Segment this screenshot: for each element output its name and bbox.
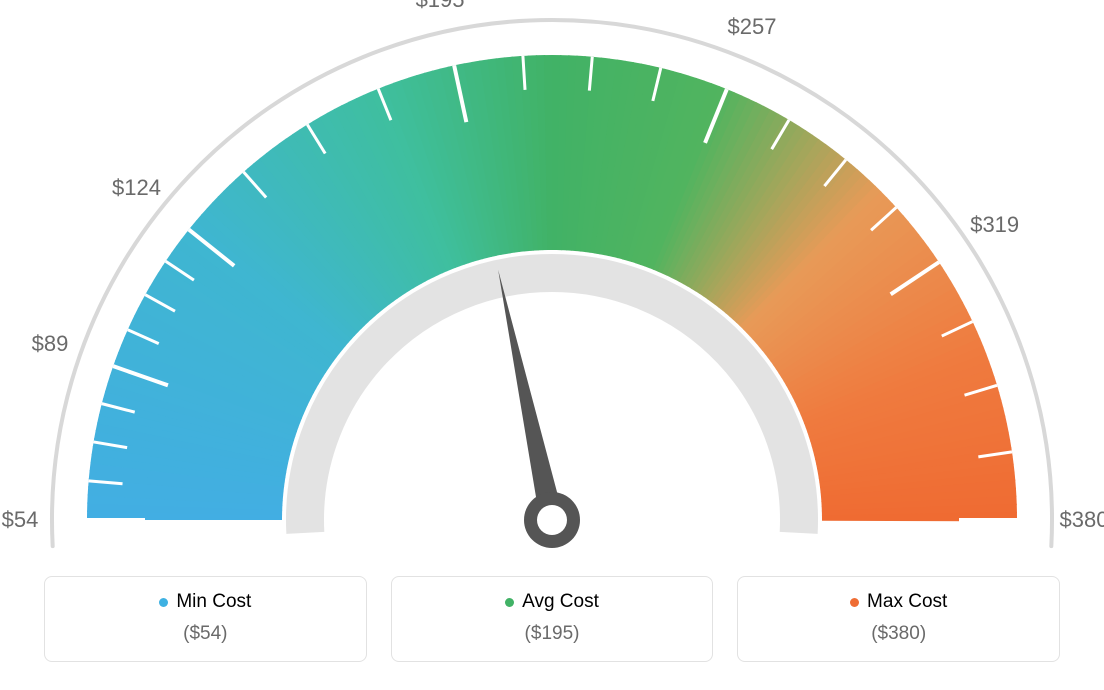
- gauge-svg: [0, 0, 1104, 560]
- chart-container: $54 $89 $124 $195 $257 $319 $380 Min Cost ($54…: [0, 0, 1104, 690]
- legend-label-max-text: Max Cost: [867, 591, 947, 613]
- legend-value-max: ($380): [738, 623, 1059, 645]
- legend-card-max: Max Cost ($380): [737, 576, 1060, 662]
- legend-label-min-text: Min Cost: [176, 591, 251, 613]
- gauge-tick-label: $319: [970, 212, 1019, 238]
- gauge-tick-label: $380: [1060, 507, 1104, 533]
- legend-label-max: Max Cost: [850, 591, 947, 613]
- legend-label-min: Min Cost: [159, 591, 251, 613]
- gauge-tick-label: $124: [112, 175, 161, 201]
- legend-row: Min Cost ($54) Avg Cost ($195) Max Cost …: [44, 576, 1060, 662]
- gauge-chart: $54 $89 $124 $195 $257 $319 $380: [0, 0, 1104, 560]
- gauge-tick-label: $195: [416, 0, 465, 13]
- gauge-tick-label: $54: [2, 507, 39, 533]
- dot-icon: [505, 598, 514, 607]
- legend-card-min: Min Cost ($54): [44, 576, 367, 662]
- legend-value-avg: ($195): [392, 623, 713, 645]
- legend-value-min: ($54): [45, 623, 366, 645]
- legend-label-avg-text: Avg Cost: [522, 591, 599, 613]
- gauge-tick-label: $257: [728, 14, 777, 40]
- legend-card-avg: Avg Cost ($195): [391, 576, 714, 662]
- dot-icon: [159, 598, 168, 607]
- gauge-tick-label: $89: [32, 331, 69, 357]
- legend-label-avg: Avg Cost: [505, 591, 599, 613]
- dot-icon: [850, 598, 859, 607]
